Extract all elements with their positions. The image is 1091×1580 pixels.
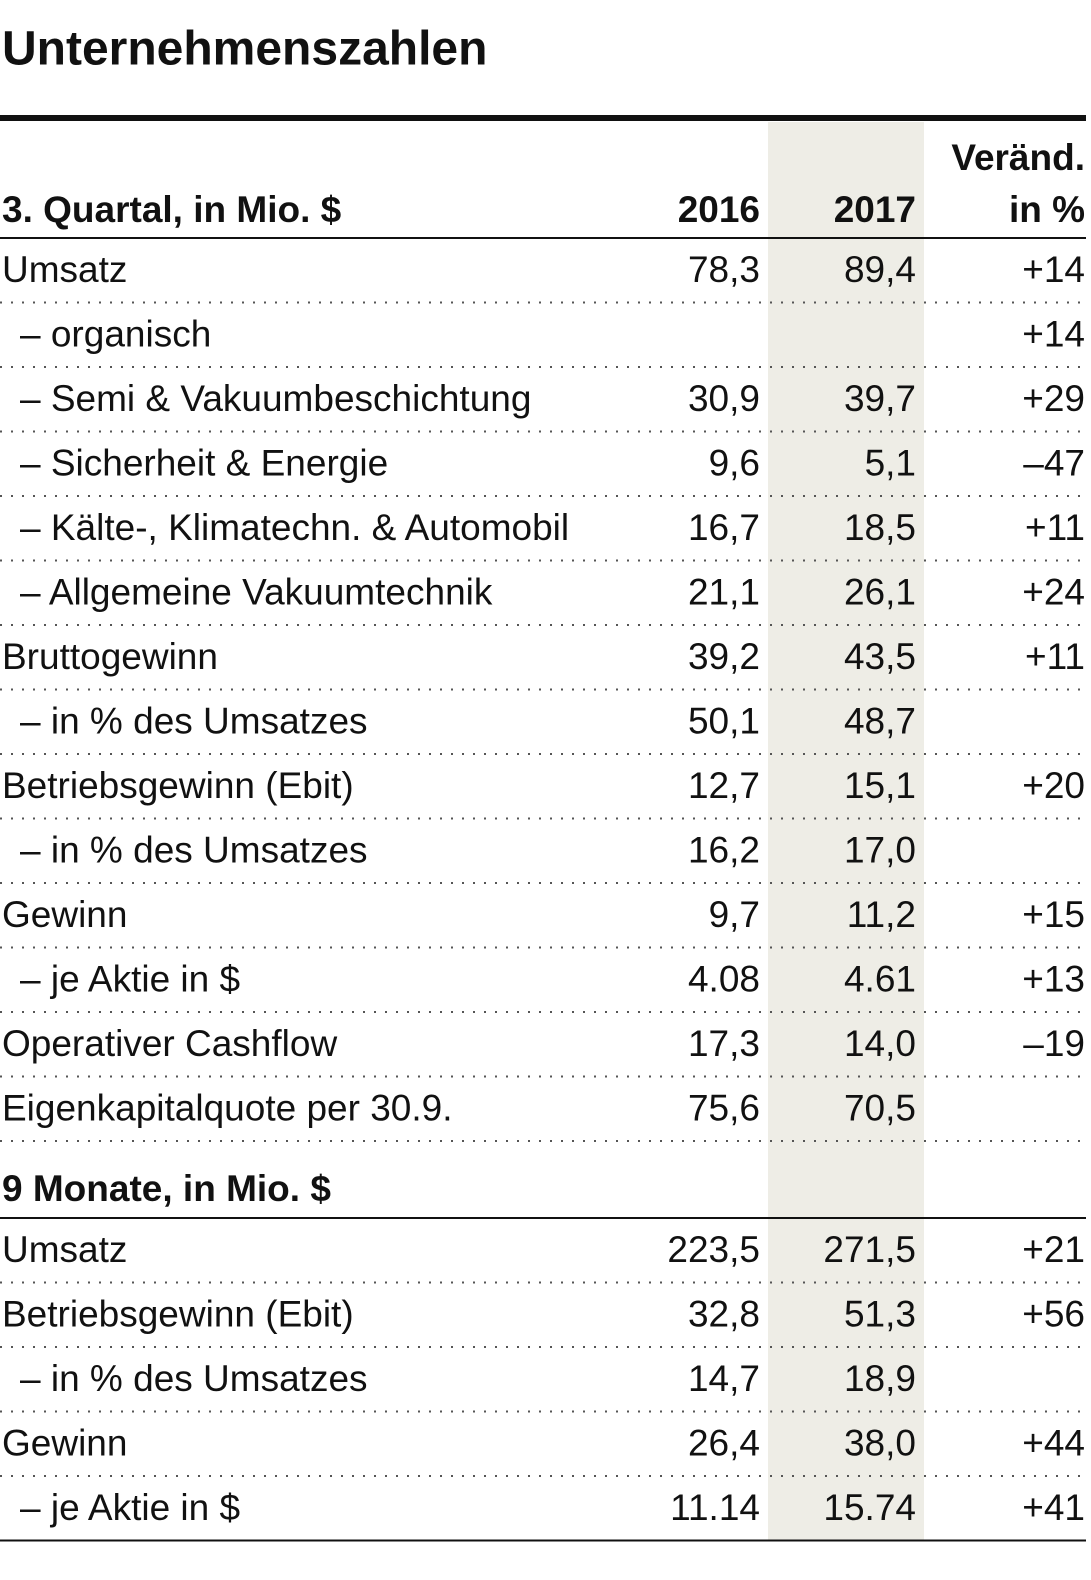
cell-value: –47 [1023, 443, 1085, 484]
cell-value: 39,7 [844, 378, 916, 419]
row-label: – in % des Umsatzes [20, 701, 368, 742]
cell-value: 26,4 [688, 1423, 760, 1464]
cell-value: 21,1 [688, 572, 760, 613]
row-label: – Semi & Vakuumbeschichtung [20, 378, 531, 419]
cell-value: 11,2 [847, 894, 916, 935]
cell-value: 26,1 [844, 572, 916, 613]
cell-value: 75,6 [688, 1088, 760, 1129]
col-header: 2017 [834, 189, 916, 230]
title: Unternehmenszahlen [2, 23, 487, 76]
top-rule [0, 115, 1086, 121]
cell-value: 15,1 [844, 765, 916, 806]
col-header: Veränd. [951, 137, 1085, 178]
highlight-column [768, 122, 924, 1540]
cell-value: +44 [1022, 1423, 1085, 1464]
cell-value: 38,0 [844, 1423, 916, 1464]
cell-value: +14 [1022, 314, 1085, 355]
cell-value: +15 [1022, 894, 1085, 935]
col-header: in % [1009, 189, 1085, 230]
cell-value: 48,7 [844, 701, 916, 742]
cell-value: +13 [1022, 959, 1085, 1000]
row-label: Gewinn [2, 1423, 127, 1464]
cell-value: 15.74 [823, 1487, 916, 1528]
cell-value: 14,7 [688, 1358, 760, 1399]
cell-value: 43,5 [844, 636, 916, 677]
row-label: – in % des Umsatzes [20, 830, 368, 871]
cell-value: 32,8 [688, 1294, 760, 1335]
cell-value: 4.08 [688, 959, 760, 1000]
col-header: 2016 [678, 189, 760, 230]
cell-value: 18,9 [844, 1358, 916, 1399]
cell-value: +11 [1025, 636, 1085, 677]
row-label: Umsatz [2, 249, 127, 290]
cell-value: –19 [1023, 1023, 1085, 1064]
row-label: Umsatz [2, 1229, 127, 1270]
cell-value: +11 [1025, 507, 1085, 548]
row-label: – Sicherheit & Energie [20, 443, 388, 484]
cell-value: 4.61 [844, 959, 916, 1000]
cell-value: +14 [1022, 249, 1085, 290]
row-label: – in % des Umsatzes [20, 1358, 368, 1399]
row-label: – je Aktie in $ [20, 959, 240, 1000]
cell-value: 9,6 [709, 443, 760, 484]
cell-value: 16,2 [688, 830, 760, 871]
row-label: – je Aktie in $ [20, 1487, 240, 1528]
row-label: Gewinn [2, 894, 127, 935]
cell-value: 39,2 [688, 636, 760, 677]
cell-value: 11.14 [670, 1487, 760, 1528]
cell-value: 78,3 [688, 249, 760, 290]
cell-value: 70,5 [844, 1088, 916, 1129]
cell-value: 17,3 [688, 1023, 760, 1064]
cell-value: 30,9 [688, 378, 760, 419]
row-label: – organisch [20, 314, 211, 355]
row-label: – Kälte-, Klimatechn. & Automobil [20, 507, 569, 548]
section-heading: 3. Quartal, in Mio. $ [2, 189, 342, 230]
row-label: Operativer Cashflow [2, 1023, 337, 1064]
cell-value: 9,7 [709, 894, 760, 935]
cell-value: 17,0 [844, 830, 916, 871]
cell-value: +56 [1022, 1294, 1085, 1335]
row-label: Eigenkapitalquote per 30.9. [2, 1088, 453, 1129]
cell-value: 223,5 [667, 1229, 760, 1270]
cell-value: 271,5 [823, 1229, 916, 1270]
row-label: Bruttogewinn [2, 636, 218, 677]
cell-value: 5,1 [865, 443, 916, 484]
row-label: – Allgemeine Vakuumtechnik [20, 572, 493, 613]
cell-value: 16,7 [688, 507, 760, 548]
cell-value: +20 [1022, 765, 1085, 806]
cell-value: +41 [1022, 1487, 1085, 1528]
cell-value: 18,5 [844, 507, 916, 548]
section-heading: 9 Monate, in Mio. $ [2, 1168, 331, 1209]
cell-value: +24 [1022, 572, 1085, 613]
row-label: Betriebsgewinn (Ebit) [2, 765, 354, 806]
cell-value: 51,3 [844, 1294, 916, 1335]
cell-value: 12,7 [688, 765, 760, 806]
cell-value: +29 [1022, 378, 1085, 419]
cell-value: 14,0 [844, 1023, 916, 1064]
cell-value: 50,1 [688, 701, 760, 742]
cell-value: 89,4 [844, 249, 916, 290]
row-label: Betriebsgewinn (Ebit) [2, 1294, 354, 1335]
cell-value: +21 [1022, 1229, 1085, 1270]
